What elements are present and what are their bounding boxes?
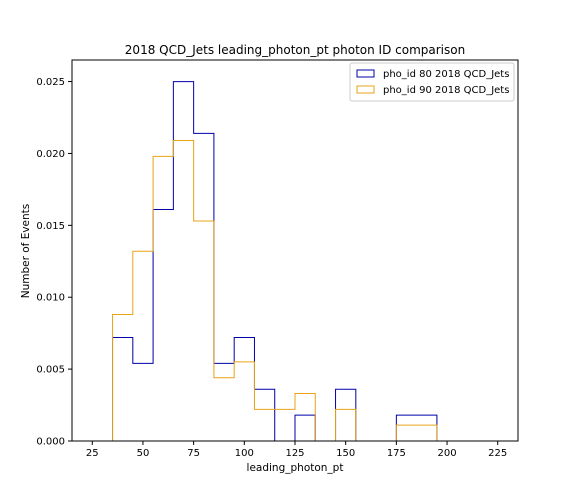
x-axis: 25 50 75 100 125 150 175 200 225 xyxy=(86,441,507,459)
y-tick-label: 0.010 xyxy=(36,293,65,304)
x-tick-label: 100 xyxy=(235,448,254,459)
x-tick-label: 200 xyxy=(437,448,456,459)
y-tick-label: 0.015 xyxy=(36,221,65,232)
x-tick-label: 50 xyxy=(137,448,150,459)
legend-label-pho-id-80: pho_id 80 2018 QCD_Jets xyxy=(383,69,509,80)
legend-label-pho-id-90: pho_id 90 2018 QCD_Jets xyxy=(383,85,509,96)
legend: pho_id 80 2018 QCD_Jets pho_id 90 2018 Q… xyxy=(349,62,515,102)
x-tick-label: 150 xyxy=(336,448,355,459)
plot-frame xyxy=(71,59,519,442)
y-axis: 0.000 0.005 0.010 0.015 0.020 0.025 xyxy=(36,77,72,448)
legend-box xyxy=(349,62,515,102)
y-tick-label: 0.000 xyxy=(36,437,65,448)
x-tick-label: 175 xyxy=(387,448,406,459)
legend-swatch-pho-id-80 xyxy=(356,69,375,78)
x-tick-label: 25 xyxy=(86,448,99,459)
x-axis-label: leading_photon_pt xyxy=(247,462,344,474)
y-tick-label: 0.005 xyxy=(36,365,65,376)
x-tick-label: 125 xyxy=(285,448,304,459)
histogram-series-0 xyxy=(112,81,438,442)
y-tick-label: 0.020 xyxy=(36,149,65,160)
chart-title: 2018 QCD_Jets leading_photon_pt photon I… xyxy=(125,43,465,57)
y-tick-label: 0.025 xyxy=(36,77,65,88)
y-axis-label: Number of Events xyxy=(20,204,32,299)
x-tick-label: 75 xyxy=(187,448,200,459)
legend-swatch-pho-id-90 xyxy=(356,85,375,94)
x-tick-label: 225 xyxy=(488,448,507,459)
